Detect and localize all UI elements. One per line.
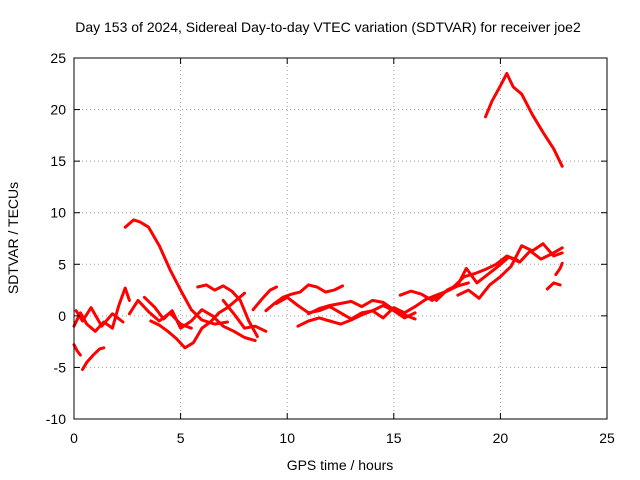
- y-tick-label: -10: [46, 411, 66, 427]
- x-axis-label: GPS time / hours: [287, 457, 394, 473]
- axis-ticks: 0 5 10 15 20 25 -10 -5 0 5 10 15 20 25: [46, 50, 615, 446]
- x-tick-label: 15: [386, 430, 402, 446]
- series-track-20: [545, 281, 562, 291]
- series-track-2: [72, 343, 82, 357]
- series-track-18: [456, 242, 564, 300]
- plot-frame: [73, 57, 608, 420]
- series-track-12: [264, 283, 345, 313]
- x-tick-label: 10: [279, 430, 295, 446]
- series-track-17: [434, 246, 564, 302]
- y-tick-label: 25: [50, 50, 66, 66]
- y-tick-label: -5: [54, 359, 67, 375]
- series-track-4: [74, 306, 125, 328]
- x-tick-label: 25: [599, 430, 615, 446]
- grid-lines: [74, 58, 607, 419]
- x-tick-label: 5: [177, 430, 185, 446]
- y-tick-label: 15: [50, 153, 66, 169]
- x-tick-label: 20: [493, 430, 509, 446]
- series-track-3: [81, 346, 106, 371]
- series-track-15: [307, 298, 417, 321]
- series-track-11: [251, 285, 278, 312]
- data-series: [72, 72, 564, 371]
- y-tick-label: 0: [58, 308, 66, 324]
- y-tick-label: 20: [50, 102, 66, 118]
- series-track-8: [149, 291, 247, 350]
- series-track-9: [196, 283, 259, 338]
- series-track-21: [554, 261, 564, 277]
- y-axis-label: SDTVAR / TECUs: [5, 182, 21, 294]
- x-tick-label: 0: [70, 430, 78, 446]
- chart-title: Day 153 of 2024, Sidereal Day-to-day VTE…: [75, 19, 581, 35]
- series-track-5: [123, 218, 229, 326]
- series-track-19: [484, 72, 564, 168]
- series-track-10: [221, 298, 268, 333]
- series-track-6: [127, 298, 193, 330]
- series-track-7: [142, 295, 257, 343]
- y-tick-label: 5: [58, 256, 66, 272]
- y-tick-label: 10: [50, 205, 66, 221]
